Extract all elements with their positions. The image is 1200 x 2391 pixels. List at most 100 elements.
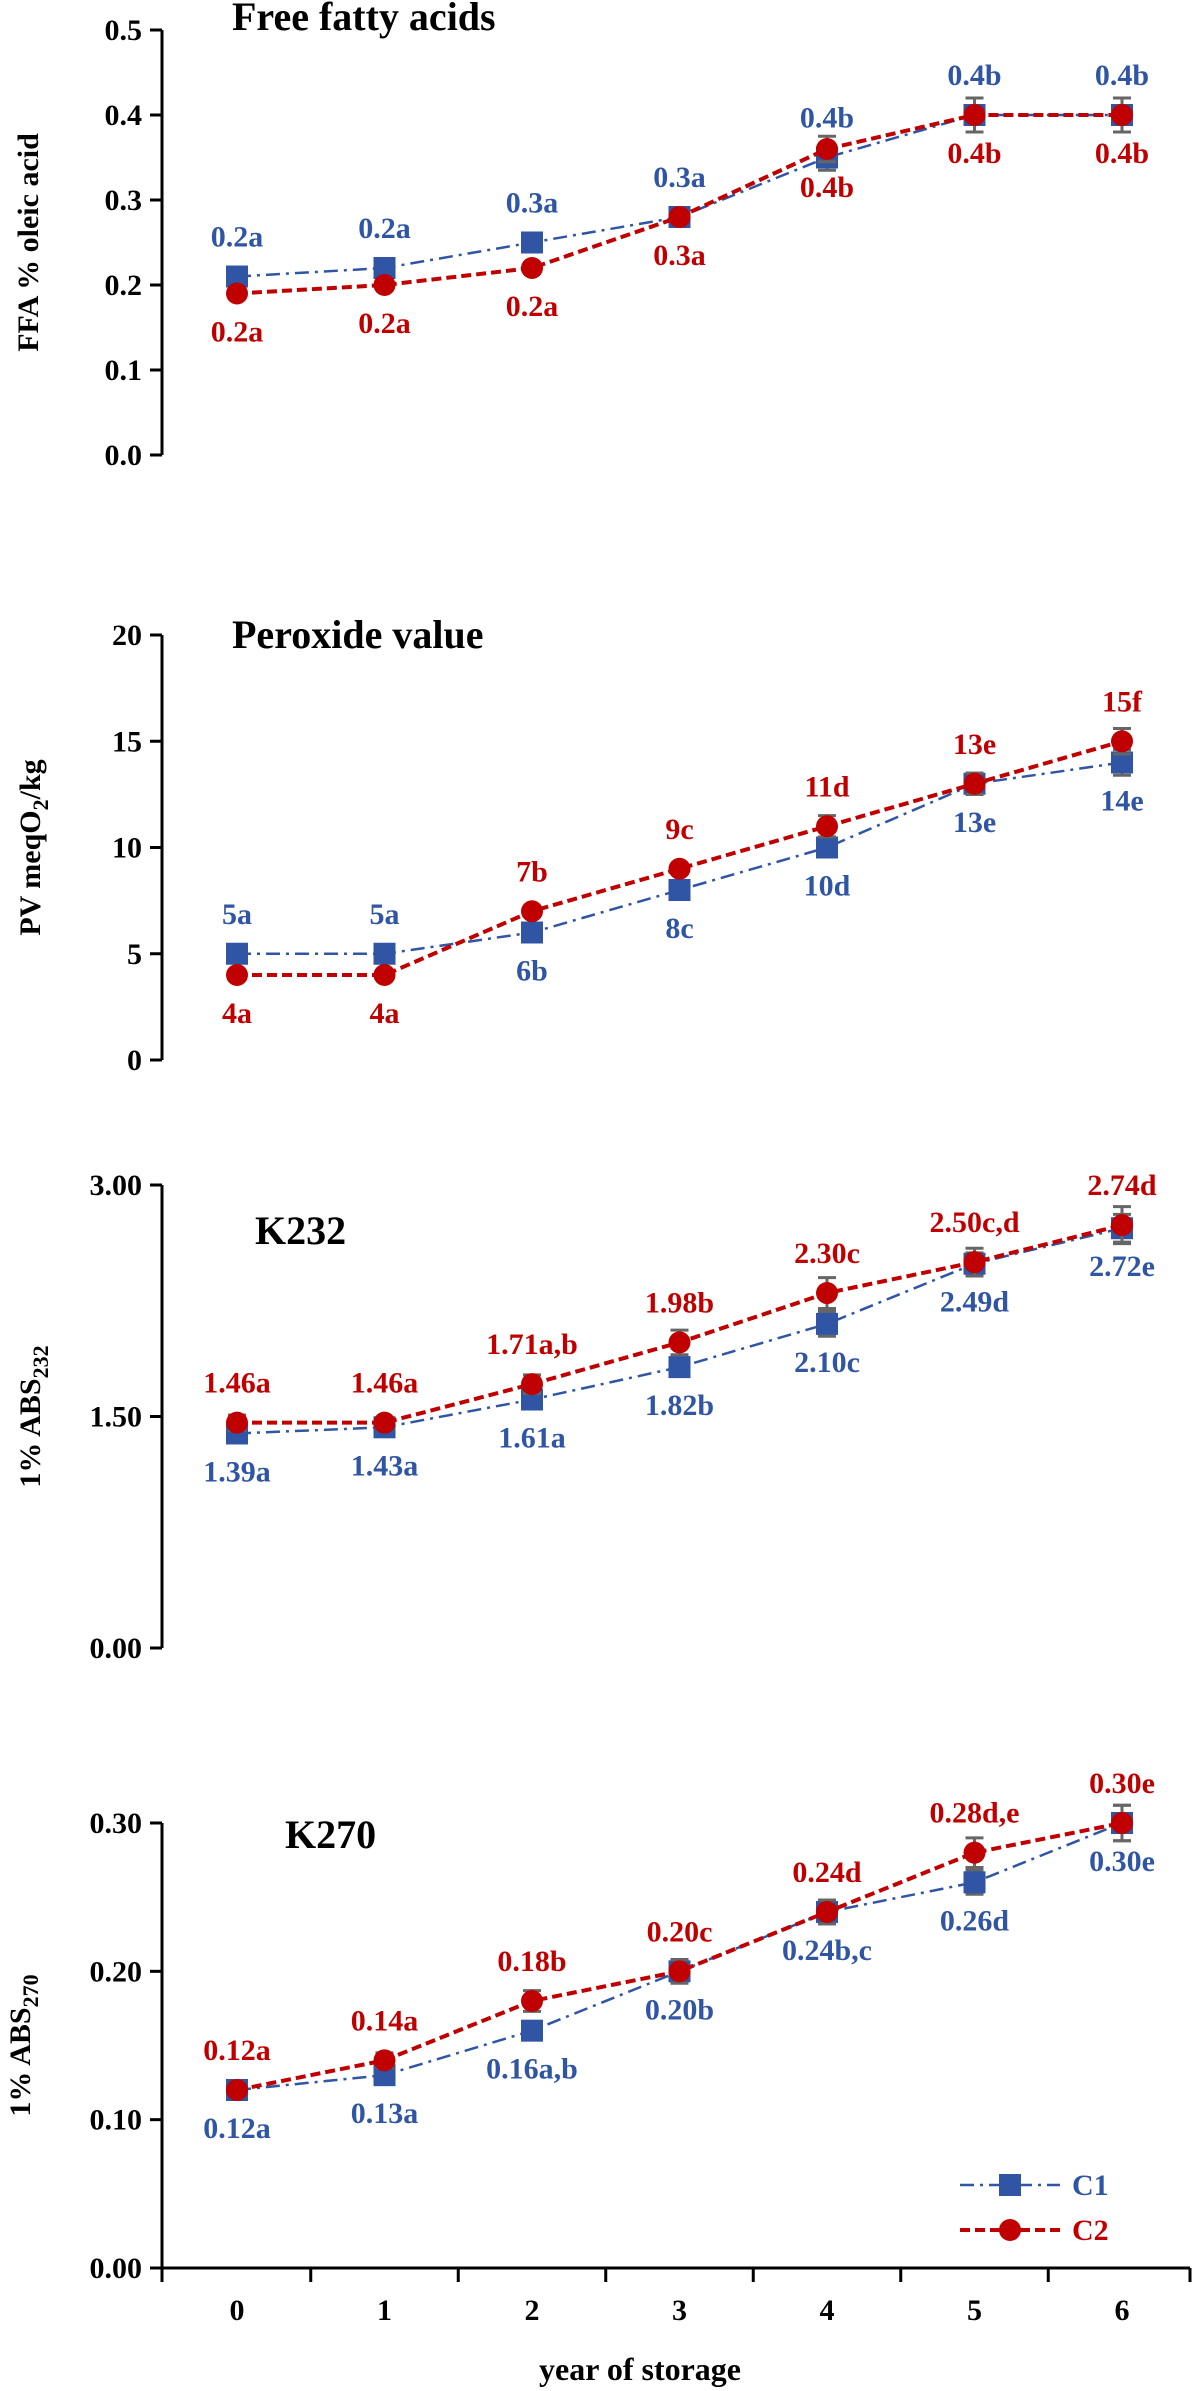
x-tick-label: 6 — [1115, 2294, 1130, 2327]
data-label-c1: 0.30e — [1089, 1845, 1155, 1878]
data-label-c1: 0.4b — [1095, 59, 1149, 92]
data-label-c1: 1.61a — [498, 1422, 566, 1455]
data-point-c1 — [668, 879, 691, 901]
data-point-c2 — [1111, 1812, 1133, 1834]
legend-marker — [999, 2174, 1021, 2196]
chart-title: K270 — [285, 1812, 376, 1857]
data-point-c2 — [226, 964, 248, 986]
data-label-c1: 13e — [953, 806, 996, 839]
data-label-c1: 6b — [516, 955, 548, 988]
series-c2: 0.2a 0.2a 0.2a 0.3a 0.4b 0.4b 0.4b — [211, 96, 1149, 349]
chart-panel-3: 0.00 1.50 3.00 K232 1% ABS232 1.39a 1.43a 1.61a… — [14, 1169, 1157, 1665]
data-point-c1 — [963, 1871, 986, 1894]
data-label-c2: 0.18b — [497, 1945, 566, 1978]
data-label-c2: 0.2a — [358, 307, 411, 340]
data-point-c2 — [1111, 730, 1133, 753]
y-axis-label: PV meqO2/kg — [14, 759, 53, 935]
data-label-c1: 1.43a — [351, 1449, 419, 1482]
data-point-c2 — [521, 900, 543, 923]
data-point-c1 — [668, 1356, 691, 1379]
data-point-c2 — [668, 1960, 691, 1983]
y-tick-label: 0.5 — [105, 14, 143, 47]
data-point-c2 — [816, 1901, 838, 1923]
legend-item-c2: C2 — [960, 2214, 1109, 2247]
y-tick-label: 0.00 — [90, 2252, 143, 2285]
series-c2: 4a 4a 7b 9c 11d 13e 15f — [222, 685, 1143, 1030]
data-label-c1: 1.82b — [645, 1389, 714, 1422]
y-tick-label: 15 — [112, 725, 142, 758]
y-tick-label: 3.00 — [90, 1169, 143, 1202]
chart-title: K232 — [255, 1208, 346, 1253]
data-label-c1: 2.49d — [940, 1286, 1010, 1319]
x-tick-label: 1 — [377, 2294, 392, 2327]
x-axis-label: year of storage — [539, 2351, 741, 2387]
data-label-c1: 0.24b,c — [782, 1934, 872, 1967]
data-point-c2 — [521, 1990, 543, 2012]
data-label-c2: 0.2a — [506, 290, 559, 323]
data-label-c2: 0.2a — [211, 316, 264, 349]
y-tick-label: 0.1 — [105, 354, 143, 387]
y-tick-label: 0.0 — [105, 439, 143, 472]
y-axis-label: FFA % oleic acid — [12, 133, 45, 352]
data-point-c2 — [668, 857, 691, 880]
data-label-c1: 2.72e — [1089, 1250, 1155, 1283]
series-c2: 1.46a 1.46a 1.71a,b 1.98b 2.30c 2.50c,d 2.74d — [203, 1169, 1157, 1434]
y-tick-label: 0.3 — [105, 184, 143, 217]
data-point-c1 — [226, 942, 248, 965]
data-point-c2 — [226, 282, 248, 305]
data-label-c2: 4a — [370, 997, 400, 1030]
data-label-c1: 0.3a — [506, 187, 559, 220]
series-line-c2 — [236, 1821, 1123, 2092]
data-label-c1: 2.10c — [794, 1346, 860, 1379]
data-label-c1: 5a — [222, 898, 252, 931]
data-point-c2 — [816, 1282, 838, 1305]
chart-panel-2: 0 5 10 15 20 Peroxide value PV meqO2/kg 5a 5a 6b 8… — [14, 612, 1144, 1077]
data-point-c2 — [373, 274, 396, 296]
data-label-c1: 0.3a — [653, 161, 706, 194]
data-point-c2 — [1111, 1214, 1133, 1237]
data-label-c2: 0.14a — [351, 2004, 419, 2037]
data-point-c1 — [816, 836, 838, 859]
legend-label: C2 — [1072, 2214, 1109, 2247]
y-tick-label: 5 — [127, 938, 142, 971]
y-axis-label: 1% ABS232 — [14, 1345, 53, 1487]
data-label-c2: 0.24d — [792, 1856, 862, 1889]
data-point-c2 — [373, 964, 396, 986]
data-label-c1: 14e — [1100, 785, 1143, 818]
x-tick-label: 0 — [230, 2294, 245, 2327]
data-point-c1 — [373, 257, 396, 279]
data-label-c1: 0.26d — [940, 1904, 1010, 1937]
x-tick-label: 3 — [672, 2294, 687, 2327]
data-label-c1: 0.4b — [800, 102, 854, 135]
data-point-c2 — [1111, 104, 1133, 126]
data-label-c2: 2.50c,d — [930, 1206, 1020, 1239]
data-label-c1: 5a — [370, 898, 400, 931]
x-tick-label: 4 — [820, 2294, 835, 2327]
series-c1: 0.2a 0.2a 0.3a 0.3a 0.4b 0.4b 0.4b — [211, 59, 1149, 288]
data-label-c1: 0.13a — [351, 2097, 419, 2130]
data-label-c2: 2.74d — [1087, 1169, 1157, 1202]
data-point-c1 — [521, 231, 543, 254]
data-label-c2: 1.98b — [645, 1286, 714, 1319]
data-label-c2: 11d — [804, 770, 849, 803]
data-point-c1 — [521, 2019, 543, 2042]
data-label-c2: 13e — [953, 728, 996, 761]
y-tick-label: 0.4 — [105, 99, 143, 132]
data-point-c2 — [963, 1841, 986, 1864]
y-tick-label: 0.10 — [90, 2104, 143, 2137]
data-label-c2: 0.28d,e — [930, 1797, 1020, 1830]
data-point-c2 — [521, 257, 543, 279]
data-label-c1: 0.2a — [358, 212, 411, 245]
legend-item-c1: C1 — [960, 2169, 1109, 2202]
data-point-c2 — [816, 815, 838, 838]
data-label-c2: 4a — [222, 997, 252, 1030]
data-label-c2: 1.46a — [351, 1367, 419, 1400]
data-point-c2 — [963, 772, 986, 795]
data-label-c1: 0.4b — [947, 59, 1001, 92]
y-axis-label: 1% ABS270 — [4, 1974, 43, 2116]
data-label-c1: 1.39a — [203, 1455, 271, 1488]
data-point-c2 — [963, 1251, 986, 1274]
legend-label: C1 — [1072, 2169, 1109, 2202]
